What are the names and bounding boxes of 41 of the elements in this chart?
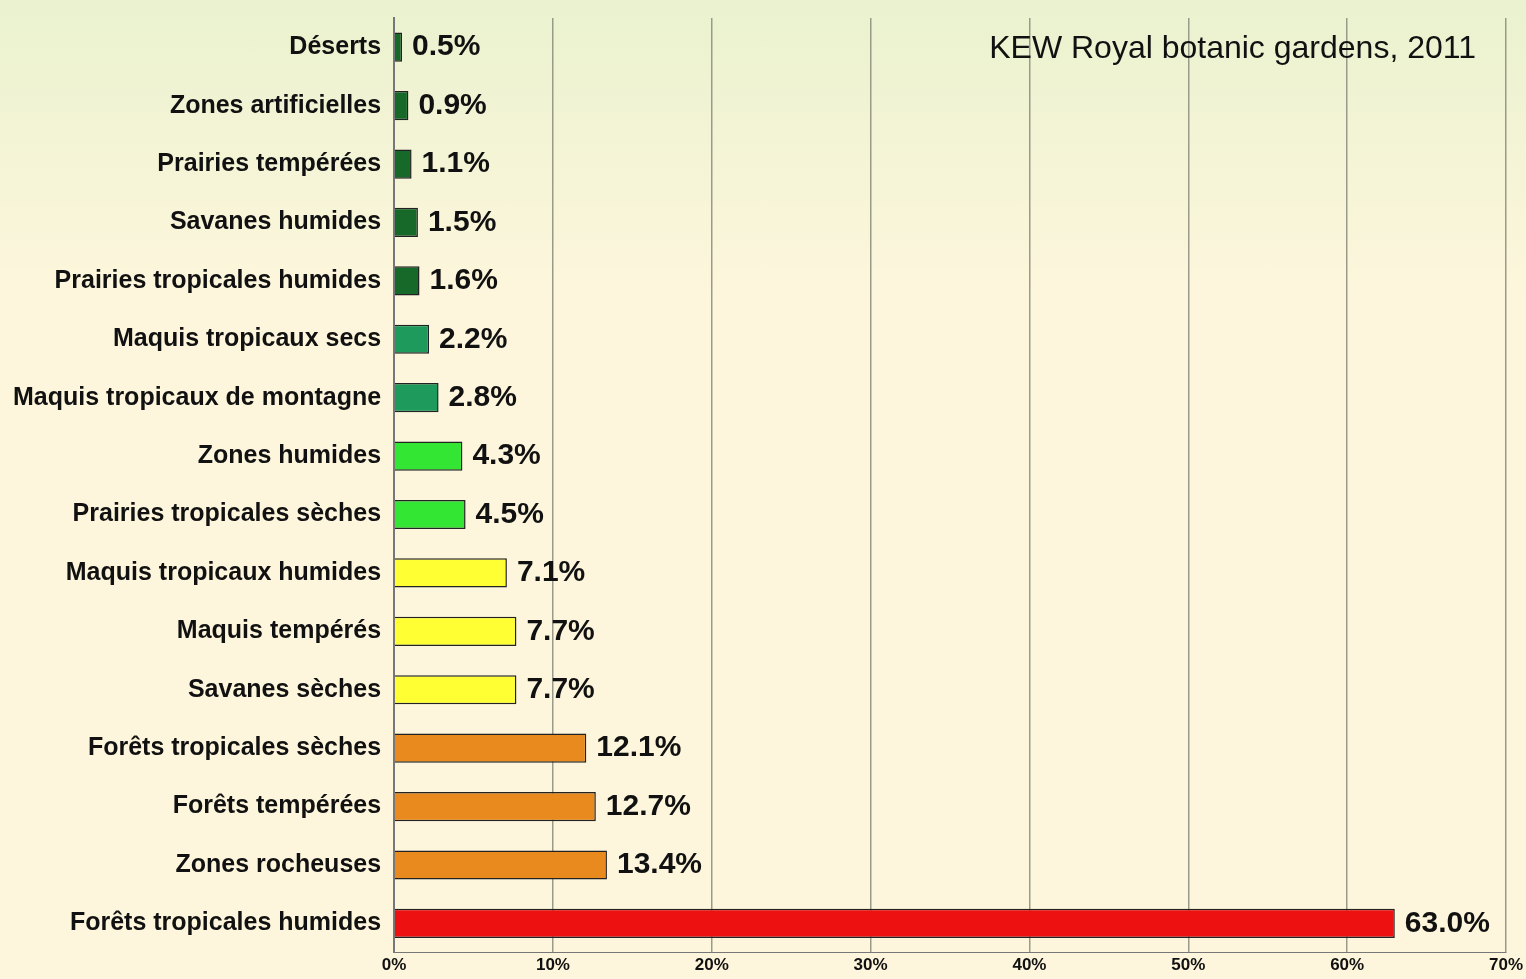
data-label: 1.1% — [421, 145, 490, 179]
y-tick-label: Savanes humides — [169, 206, 382, 235]
y-tick-label: Maquis tropicaux de montagne — [12, 381, 382, 410]
x-tick-label: 40% — [1012, 955, 1047, 975]
x-tick-label: 20% — [694, 955, 729, 975]
y-tick-label: Forêts tropicales humides — [69, 907, 382, 936]
data-label: 7.7% — [526, 612, 595, 646]
y-tick-label: Prairies tropicales humides — [54, 264, 382, 293]
data-label: 63.0% — [1404, 904, 1490, 938]
data-label: 7.1% — [516, 554, 586, 588]
y-tick-label: Maquis tempérés — [176, 615, 382, 644]
y-tick-label: Zones humides — [197, 439, 382, 468]
data-label: 13.4% — [616, 846, 703, 880]
data-label: 0.9% — [418, 86, 487, 120]
y-tick-label: Forêts tempérées — [172, 790, 382, 819]
x-tick-label: 50% — [1171, 955, 1206, 975]
y-tick-label: Zones rocheuses — [175, 848, 382, 877]
data-label: 4.5% — [475, 495, 544, 529]
data-label: 4.3% — [472, 437, 541, 471]
data-label: 2.2% — [439, 320, 508, 354]
y-tick-label: Forêts tropicales sèches — [87, 732, 382, 761]
data-label: 12.7% — [605, 787, 691, 821]
x-tick-label: 30% — [853, 955, 888, 975]
data-label: 12.1% — [596, 729, 682, 763]
y-tick-label: Prairies tempérées — [157, 147, 382, 176]
data-label: 0.5% — [412, 28, 481, 62]
data-label: 7.7% — [526, 671, 595, 705]
x-tick-label: 0% — [381, 955, 407, 975]
x-tick-label: 60% — [1330, 955, 1365, 975]
annotation: KEW Royal botanic gardens, 2011 — [989, 28, 1476, 65]
y-tick-label: Maquis tropicaux humides — [65, 556, 382, 585]
y-tick-label: Prairies tropicales sèches — [72, 498, 382, 527]
y-tick-label: Zones artificielles — [169, 89, 382, 118]
x-tick-label: 70% — [1488, 955, 1523, 975]
data-label: 1.6% — [429, 262, 498, 296]
y-tick-label: Savanes sèches — [187, 673, 382, 702]
data-label: 1.5% — [427, 203, 497, 237]
y-tick-label: Maquis tropicaux secs — [112, 323, 382, 352]
x-tick-label: 10% — [535, 955, 570, 975]
y-tick-label: Déserts — [289, 31, 382, 60]
data-label: 2.8% — [448, 378, 517, 412]
